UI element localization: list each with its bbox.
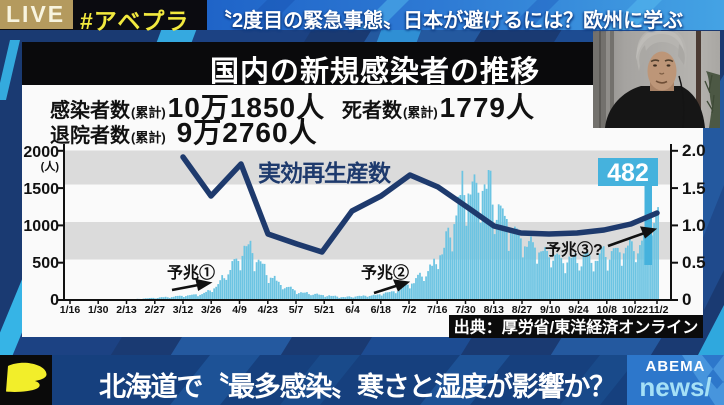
svg-text:1500: 1500: [23, 181, 59, 198]
svg-text:2/13: 2/13: [116, 304, 137, 316]
svg-text:9/24: 9/24: [568, 304, 589, 316]
svg-text:1/30: 1/30: [88, 304, 109, 316]
svg-text:(人): (人): [41, 159, 60, 173]
svg-text:10/22: 10/22: [622, 304, 648, 316]
svg-text:1/16: 1/16: [60, 304, 81, 316]
svg-text:2/27: 2/27: [145, 304, 166, 316]
svg-text:4/9: 4/9: [232, 304, 247, 316]
svg-text:5/21: 5/21: [314, 304, 335, 316]
svg-text:500: 500: [32, 255, 59, 272]
svg-text:9/10: 9/10: [540, 304, 561, 316]
svg-text:7/2: 7/2: [402, 304, 417, 316]
svg-text:2000: 2000: [23, 144, 59, 161]
svg-text:3/26: 3/26: [201, 304, 222, 316]
svg-text:0.5: 0.5: [682, 253, 706, 272]
svg-text:出典：厚労省/東洋経済オンライン: 出典：厚労省/東洋経済オンライン: [454, 318, 698, 337]
svg-text:実効再生産数: 実効再生産数: [258, 160, 392, 186]
svg-text:7/30: 7/30: [455, 304, 476, 316]
svg-text:1.5: 1.5: [682, 179, 706, 198]
svg-text:1.0: 1.0: [682, 216, 706, 235]
svg-text:5/7: 5/7: [289, 304, 304, 316]
svg-text:11/2: 11/2: [649, 304, 669, 316]
svg-text:予兆①: 予兆①: [167, 263, 215, 282]
svg-text:0: 0: [682, 290, 691, 309]
svg-text:1000: 1000: [23, 218, 59, 235]
svg-text:2.0: 2.0: [682, 141, 706, 160]
svg-text:10/8: 10/8: [597, 304, 618, 316]
svg-text:8/13: 8/13: [484, 304, 505, 316]
svg-text:予兆②: 予兆②: [361, 263, 409, 282]
svg-text:6/18: 6/18: [371, 304, 392, 316]
svg-text:予兆③?: 予兆③?: [545, 240, 603, 259]
svg-text:8/27: 8/27: [512, 304, 533, 316]
svg-text:7/16: 7/16: [427, 304, 448, 316]
svg-text:0: 0: [50, 292, 59, 309]
svg-text:3/12: 3/12: [173, 304, 194, 316]
svg-text:6/4: 6/4: [345, 304, 360, 316]
svg-text:4/23: 4/23: [258, 304, 279, 316]
svg-text:482: 482: [607, 159, 649, 187]
